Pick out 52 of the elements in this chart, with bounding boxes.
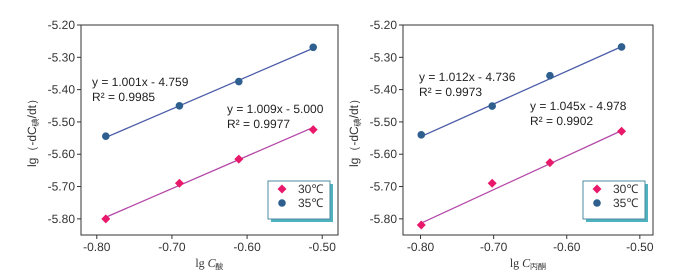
x-tick-label: -0.50	[308, 240, 336, 254]
x-tick-label: -0.50	[626, 240, 654, 254]
y-tick-label: -5.60	[370, 147, 398, 162]
y-tick-label: -5.20	[370, 18, 398, 32]
y-tick-label: -5.40	[370, 82, 398, 97]
x-axis-title: lg C$_{丙酮}$	[510, 256, 546, 271]
y-tick-label: -5.80	[48, 212, 76, 226]
point	[417, 131, 426, 139]
annotation: R² = 0.9902	[530, 114, 594, 128]
point	[234, 154, 244, 164]
x-tick-label: -0.70	[480, 240, 508, 254]
point	[488, 178, 497, 188]
annotation: y = 1.045x - 4.978	[530, 99, 627, 113]
point	[546, 72, 554, 80]
x-tick-label: -0.80	[406, 240, 435, 254]
point	[235, 78, 243, 86]
y-tick-label: -5.70	[370, 180, 398, 194]
point	[102, 132, 110, 140]
annotation: R² = 0.9977	[227, 117, 290, 131]
y-tick-label: -5.40	[48, 82, 76, 97]
x-tick-label: -0.70	[158, 240, 186, 254]
y-tick-label: -5.70	[48, 180, 76, 194]
y-tick-label: -5.50	[48, 114, 76, 129]
point	[176, 102, 184, 110]
y-tick-label: -5.50	[370, 114, 398, 129]
annotation: y = 1.012x - 4.736	[419, 70, 516, 84]
annotation: y = 1.009x - 5.000	[227, 102, 324, 116]
x-tick-label: -0.80	[83, 240, 111, 254]
annotation: R² = 0.9973	[419, 85, 482, 99]
annotation: y = 1.001x - 4.759	[92, 75, 189, 89]
x-axis-title: lg C$_{酸}$	[195, 256, 224, 271]
point	[308, 125, 318, 134]
point	[618, 43, 626, 51]
point	[416, 220, 426, 230]
annotation: R² = 0.9985	[92, 90, 156, 104]
point	[545, 158, 554, 168]
y-tick-label: -5.20	[48, 18, 76, 32]
legend-label: 35℃	[298, 196, 324, 210]
x-tick-label: -0.60	[233, 240, 262, 254]
y-tick-label: -5.60	[48, 147, 76, 162]
point	[174, 178, 184, 188]
point	[309, 43, 317, 52]
point	[617, 126, 626, 136]
point	[488, 102, 496, 110]
y-tick-label: -5.30	[370, 50, 398, 64]
point	[101, 214, 110, 224]
y-tick-label: -5.80	[370, 212, 398, 226]
legend-label: 30℃	[613, 182, 638, 196]
legend-label: 35℃	[613, 196, 638, 210]
y-tick-label: -5.30	[48, 50, 76, 64]
legend-label: 30℃	[298, 182, 324, 196]
x-tick-label: -0.60	[553, 240, 581, 254]
